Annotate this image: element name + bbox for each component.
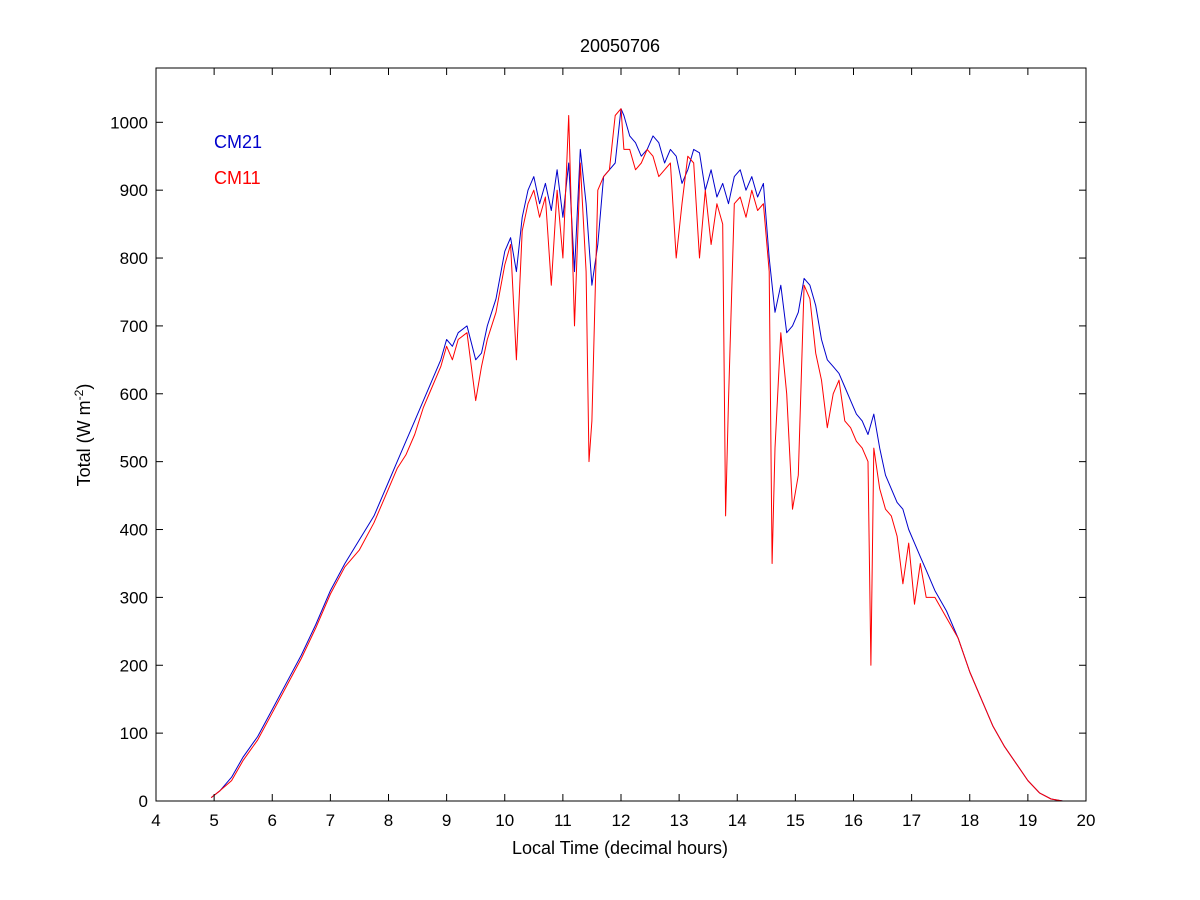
series-line-cm21 (210, 108, 1063, 802)
x-tick-label: 6 (268, 811, 277, 830)
x-tick-label: 12 (612, 811, 631, 830)
y-tick-label: 600 (120, 385, 148, 404)
x-tick-label: 11 (554, 811, 572, 830)
x-tick-label: 14 (728, 811, 747, 830)
y-axis-label-base: Total (W m (74, 400, 94, 486)
chart-title: 20050706 (580, 36, 660, 56)
y-tick-label: 300 (120, 588, 148, 607)
series-line-cm11 (210, 108, 1063, 802)
x-tick-label: 4 (151, 811, 160, 830)
x-tick-label: 8 (384, 811, 393, 830)
x-tick-label: 10 (495, 811, 514, 830)
x-axis-label: Local Time (decimal hours) (512, 838, 728, 858)
y-tick-label: 200 (120, 656, 148, 675)
x-tick-label: 16 (844, 811, 863, 830)
y-axis-label-sup: -2 (72, 389, 86, 400)
x-tick-label: 20 (1077, 811, 1096, 830)
x-tick-label: 18 (960, 811, 979, 830)
y-tick-label: 500 (120, 453, 148, 472)
x-tick-label: 9 (442, 811, 451, 830)
y-tick-label: 100 (120, 724, 148, 743)
y-tick-label: 700 (120, 317, 148, 336)
x-tick-label: 19 (1018, 811, 1037, 830)
y-tick-label: 0 (139, 792, 148, 811)
x-tick-label: 17 (902, 811, 921, 830)
x-tick-label: 15 (786, 811, 805, 830)
x-axis: 4 5 6 7 8 9 10 11 12 13 14 15 16 17 18 19 20 (151, 68, 1095, 830)
y-axis-label: Total (W m-2) (72, 384, 94, 487)
y-axis-label-end: ) (74, 384, 94, 390)
legend-entry-cm21: CM21 (214, 132, 262, 152)
series-group (210, 108, 1063, 802)
legend-entry-cm11: CM11 (214, 168, 261, 188)
x-tick-label: 7 (326, 811, 335, 830)
y-tick-label: 400 (120, 521, 148, 540)
y-tick-label: 900 (120, 181, 148, 200)
legend: CM21 CM11 (214, 132, 262, 188)
y-axis: 0 100 200 300 400 500 600 700 800 900 1000 (110, 113, 1086, 811)
x-tick-label: 5 (209, 811, 218, 830)
y-tick-label: 1000 (110, 113, 148, 132)
y-tick-label: 800 (120, 249, 148, 268)
x-tick-label: 13 (670, 811, 689, 830)
